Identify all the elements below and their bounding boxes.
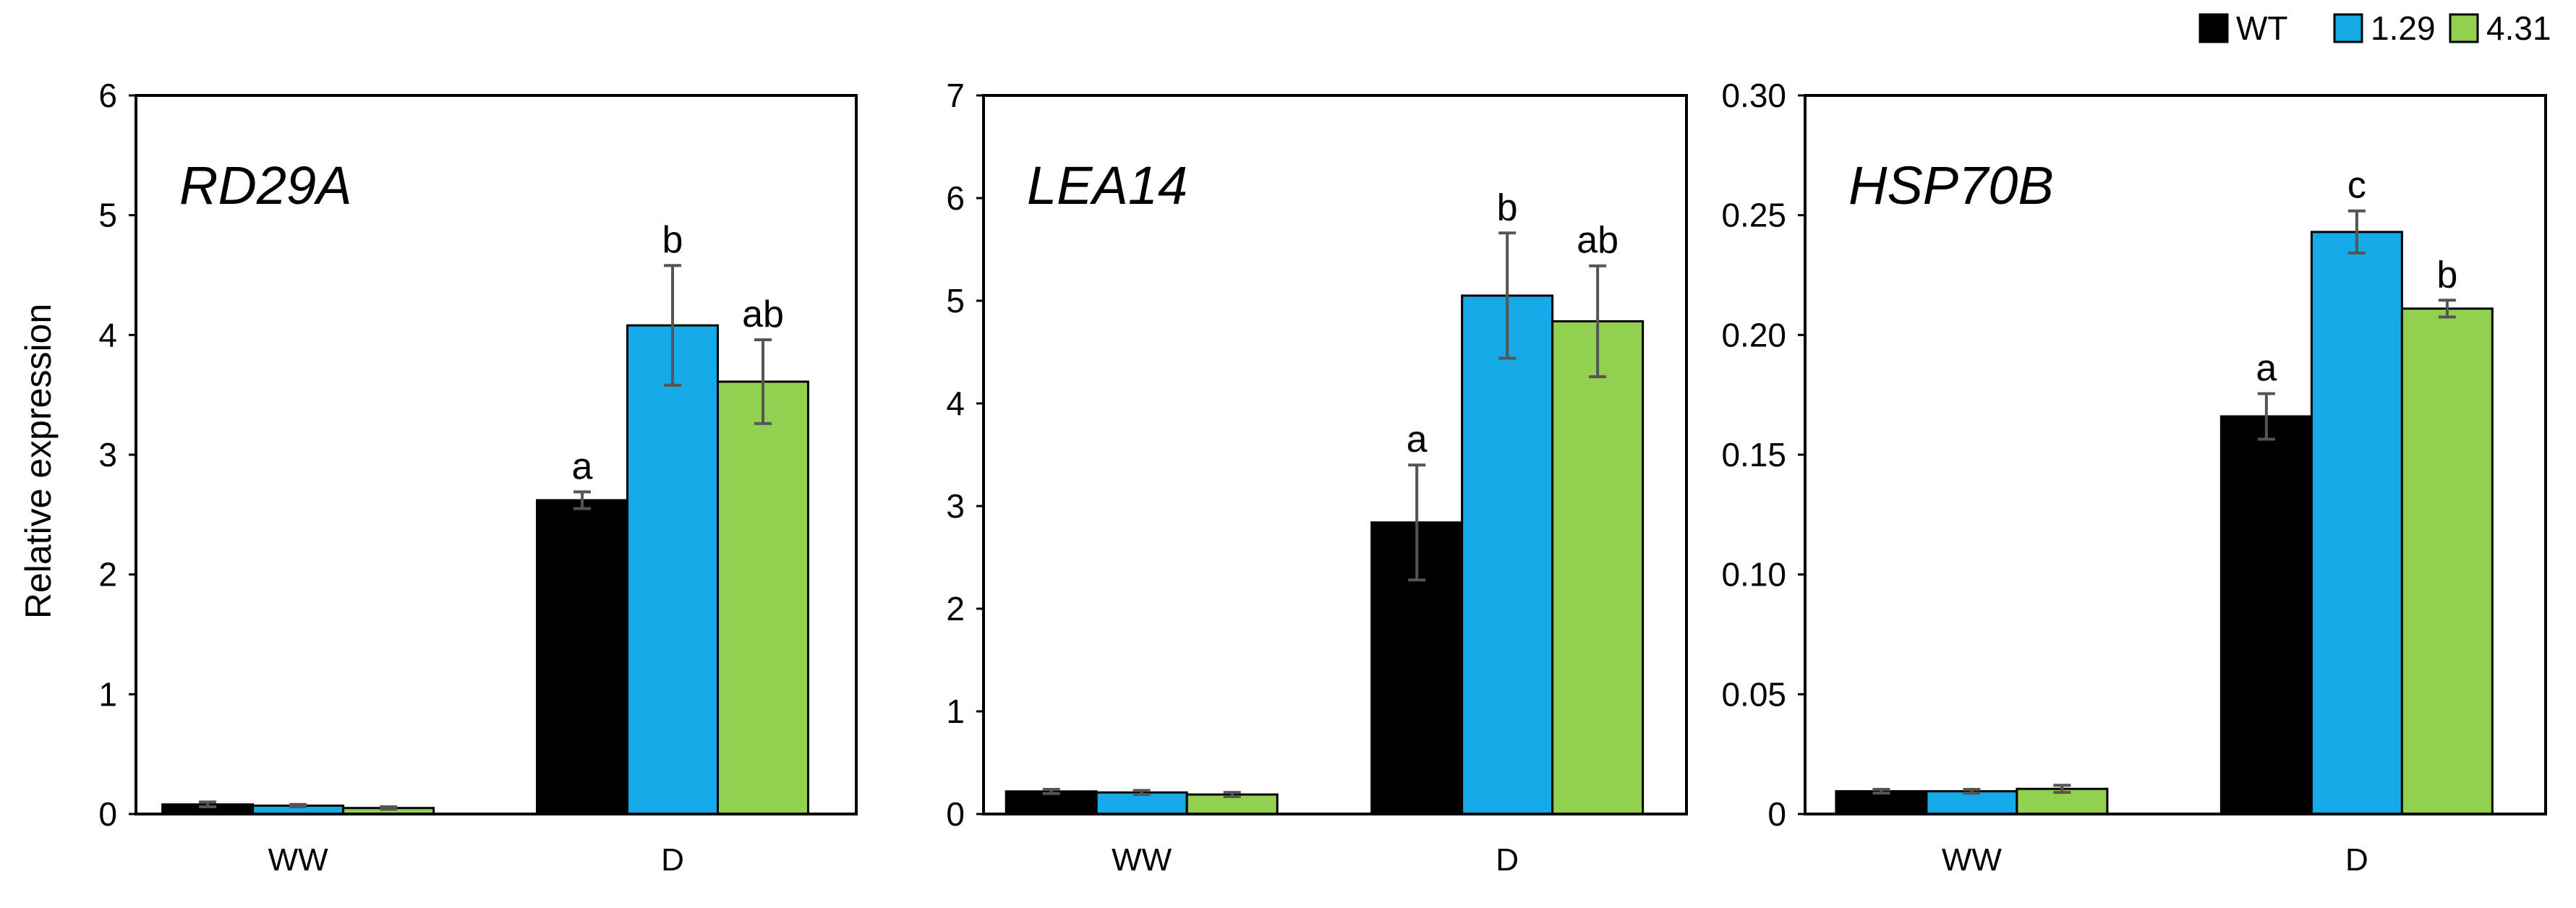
panel-hsp70b: 0 0.05 0.10 0.15 0.20 0.25 0.30 WW a c b D HSP70B	[1721, 77, 2547, 878]
y-tick-label: 6	[98, 77, 117, 114]
x-category-label: WW	[268, 842, 329, 878]
y-tick-label: 0.10	[1721, 556, 1786, 594]
y-tick-label: 1	[98, 675, 117, 713]
legend-label: WT	[2236, 9, 2288, 47]
significance-label: b	[2436, 254, 2457, 296]
significance-label: a	[1407, 419, 1428, 461]
bar-1-29-d	[1461, 294, 1554, 815]
y-tick-label: 0	[946, 795, 965, 833]
y-tick-label: 0.30	[1721, 77, 1786, 114]
y-tick-label: 4	[946, 385, 965, 422]
bar-4-31-d	[1551, 320, 1645, 815]
significance-label: ab	[1577, 220, 1618, 262]
legend: WT 1.29 4.31	[2198, 9, 2551, 47]
y-tick-label: 7	[946, 77, 965, 114]
x-category-label: D	[2345, 842, 2368, 878]
y-tick-label: 5	[946, 282, 965, 320]
y-tick-label: 4	[98, 316, 117, 354]
gene-title: LEA14	[1027, 155, 1187, 215]
legend-swatch-WT	[2198, 13, 2229, 43]
legend-label: 4.31	[2486, 9, 2551, 47]
significance-label: b	[662, 219, 683, 261]
y-tick-label: 2	[98, 556, 117, 594]
bar-4-31-d	[2400, 307, 2494, 815]
bar-1-29-ww	[1925, 790, 2018, 815]
panels: 0123456WWababDRD29A01234567WWababDLEA140…	[98, 77, 2547, 878]
bar-WT-d	[536, 499, 629, 815]
y-tick-label: 0.25	[1721, 197, 1786, 234]
significance-label: b	[1497, 187, 1518, 228]
significance-label: ab	[742, 294, 784, 335]
gene-title: RD29A	[179, 155, 352, 215]
significance-label: a	[2256, 348, 2277, 390]
gene-title: HSP70B	[1848, 155, 2054, 215]
legend-swatch-4-31	[2449, 13, 2479, 43]
y-axis-label: Relative expression	[18, 304, 59, 619]
y-tick-label: 5	[98, 197, 117, 234]
y-tick-label: 6	[946, 179, 965, 217]
x-category-label: WW	[1112, 842, 1172, 878]
y-tick-label: 0.05	[1721, 675, 1786, 713]
y-tick-label: 0.20	[1721, 316, 1786, 354]
legend-swatch-1-29	[2333, 13, 2363, 43]
bar-1-29-d	[2310, 231, 2403, 815]
y-tick-label: 3	[946, 487, 965, 525]
significance-label: a	[572, 445, 593, 487]
y-tick-label: 0	[1767, 795, 1786, 833]
y-tick-label: 0	[98, 795, 117, 833]
y-tick-label: 3	[98, 436, 117, 474]
bar-WT-ww	[1835, 790, 1928, 815]
significance-label: c	[2347, 165, 2366, 207]
bar-4-31-d	[717, 380, 810, 815]
bar-WT-d	[2219, 415, 2313, 815]
y-tick-label: 2	[946, 590, 965, 628]
plot-frame	[982, 94, 1688, 815]
bar-1-29-d	[626, 324, 720, 815]
plot-frame	[1804, 94, 2547, 815]
x-category-label: D	[661, 842, 684, 878]
legend-label: 1.29	[2371, 9, 2436, 47]
plot-frame	[135, 94, 858, 815]
y-tick-label: 1	[946, 693, 965, 730]
x-category-label: D	[1496, 842, 1519, 878]
y-tick-label: 0.15	[1721, 436, 1786, 474]
x-category-label: WW	[1942, 842, 2003, 878]
